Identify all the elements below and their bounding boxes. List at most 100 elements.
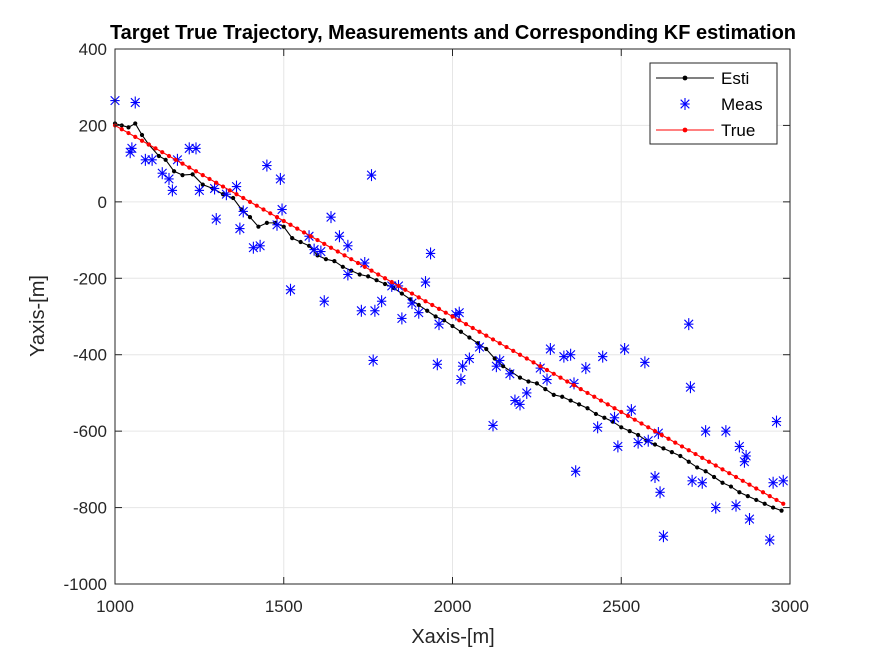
true-point [207, 176, 212, 182]
y-axis-ticks: -1000 -800 -600 -400 -200 0 200 400 [64, 40, 790, 594]
true-point [254, 203, 259, 208]
esti-point [568, 398, 573, 403]
true-point [268, 211, 273, 216]
true-point [767, 494, 772, 499]
true-point [173, 157, 178, 162]
true-point [727, 471, 732, 476]
true-point [288, 222, 293, 227]
esti-point [501, 364, 506, 369]
meas-point [510, 394, 520, 407]
meas-point [609, 411, 620, 424]
true-point [369, 268, 374, 273]
y-tick-label: -400 [73, 346, 107, 365]
y-tick-label: -600 [73, 422, 107, 441]
true-point [774, 497, 779, 503]
true-point [187, 165, 192, 170]
true-point [261, 207, 266, 212]
true-point [673, 440, 678, 445]
true-point [538, 364, 543, 369]
true-point [139, 138, 145, 143]
x-axis-ticks: 1000 1500 2000 2500 3000 [96, 49, 809, 616]
true-point [470, 325, 475, 331]
meas-point [454, 306, 464, 319]
true-point [558, 375, 563, 380]
esti-point [602, 415, 607, 420]
true-point [349, 257, 354, 262]
true-point [585, 390, 590, 396]
true-point [153, 146, 158, 151]
meas-point [685, 381, 696, 394]
esti-point [357, 272, 362, 277]
legend-label: Esti [721, 69, 749, 88]
meas-point [285, 283, 296, 296]
true-point [598, 398, 604, 403]
esti-point [126, 125, 131, 130]
meas-point [545, 342, 556, 355]
meas-point [309, 243, 319, 256]
true-point [180, 161, 185, 166]
meas-point [221, 188, 232, 201]
esti-point [678, 453, 683, 459]
legend-item-esti: Esti [656, 69, 749, 88]
series-esti [112, 121, 784, 513]
esti-point [156, 153, 161, 159]
true-point [679, 444, 685, 449]
true-point [247, 199, 253, 204]
meas-point [432, 358, 443, 371]
true-point [578, 387, 583, 392]
meas-point [765, 534, 775, 547]
meas-point [744, 513, 755, 526]
meas-point [275, 172, 286, 185]
meas-point [238, 205, 248, 218]
meas-point [495, 354, 505, 367]
esti-point [737, 490, 742, 495]
x-tick-label: 2000 [434, 597, 472, 616]
true-point [551, 371, 556, 376]
legend-item-true: True [656, 121, 755, 140]
esti-point [703, 469, 708, 474]
true-point [234, 192, 239, 197]
true-point [126, 130, 131, 136]
true-point [713, 463, 718, 468]
esti-point [433, 314, 438, 319]
true-point [517, 352, 523, 357]
meas-point [768, 476, 778, 489]
esti-point [190, 172, 195, 177]
meas-point [420, 276, 431, 289]
true-point [423, 299, 428, 304]
esti-point [133, 121, 138, 126]
true-point [146, 142, 151, 147]
esti-point [458, 329, 464, 334]
true-point [659, 432, 664, 438]
meas-point [407, 297, 417, 310]
esti-point [762, 501, 767, 506]
meas-point [235, 222, 245, 235]
esti-point [576, 402, 582, 407]
true-point [457, 318, 462, 323]
true-point [733, 474, 739, 480]
true-point [342, 253, 347, 258]
true-point [632, 417, 637, 422]
y-tick-label: -200 [73, 269, 107, 288]
true-point [166, 153, 172, 159]
true-point [193, 169, 199, 174]
esti-point [686, 459, 691, 464]
true-point [693, 451, 698, 457]
meas-point [343, 239, 353, 252]
meas-point [231, 180, 242, 193]
true-point [497, 341, 502, 346]
true-point [463, 322, 469, 327]
meas-point [209, 182, 220, 195]
true-point [281, 218, 286, 224]
esti-point [593, 411, 599, 417]
esti-point [281, 224, 286, 229]
meas-point [130, 96, 140, 109]
true-point [403, 287, 408, 292]
meas-point [700, 425, 711, 438]
true-point [160, 150, 165, 155]
meas-point [488, 419, 498, 432]
series-layer [110, 94, 788, 547]
true-point [362, 264, 367, 269]
esti-point [441, 318, 447, 323]
